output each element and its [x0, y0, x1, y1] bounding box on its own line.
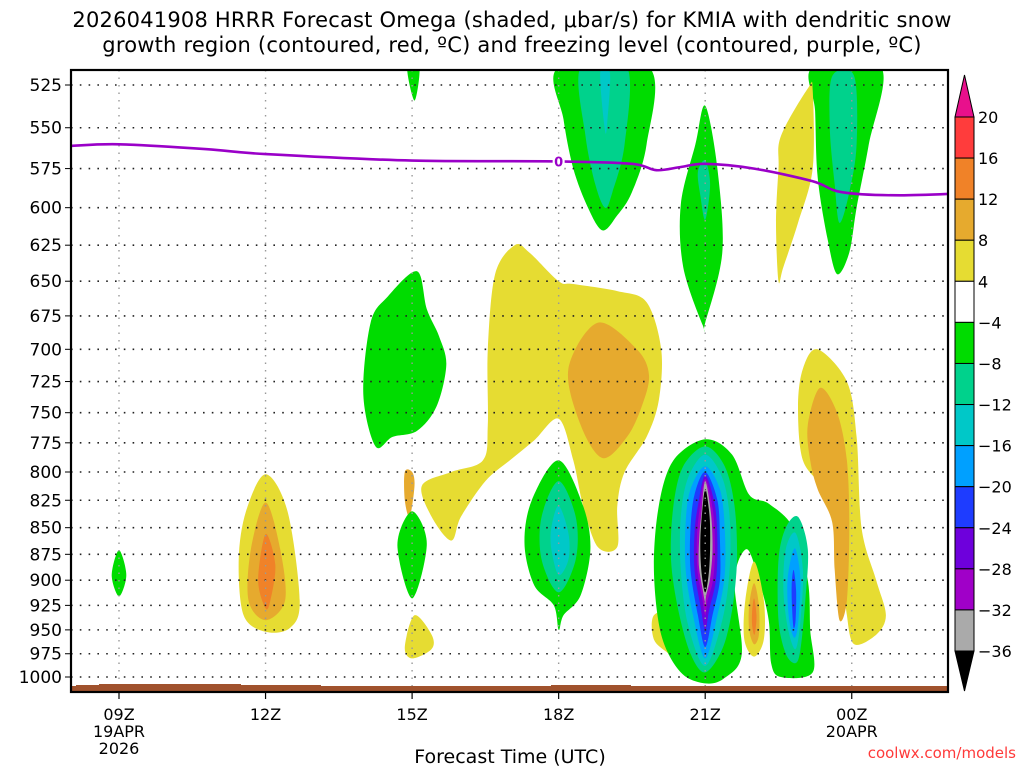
- grid-lines: [71, 70, 948, 692]
- x-tick-label: 12Z: [250, 705, 281, 724]
- x-tick-label: 21Z: [690, 705, 721, 724]
- chart-title-line-2: growth region (contoured, red, ºC) and f…: [102, 33, 922, 57]
- plot-frame: [69, 68, 950, 694]
- colorbar-bin: [954, 527, 975, 570]
- colorbar-bin: [954, 280, 975, 323]
- colorbar-tick-label: −28: [978, 560, 1012, 579]
- freezing-level-label-bg: [552, 153, 565, 170]
- y-tick-label: 925: [30, 596, 62, 616]
- colorbar-tick-label: −36: [978, 642, 1012, 661]
- omega-region-green-2045z: [679, 105, 723, 332]
- colorbar-bin: [954, 321, 975, 364]
- omega-region-yellow-1730z-big: [421, 244, 663, 552]
- omega-region-cyan-top-1830z: [600, 70, 611, 134]
- y-axis: 525 550 575 600 625 650 675 700 725 750 775 800 825 8…: [19, 76, 70, 688]
- y-tick-label: 1000: [19, 668, 62, 688]
- colorbar-tick-label: 12: [978, 190, 998, 209]
- omega-region-green-1430z: [363, 271, 447, 449]
- omega-region-cyan-18z: [550, 505, 570, 576]
- y-tick-label: 675: [30, 307, 62, 327]
- y-tick-label: 975: [30, 645, 62, 665]
- y-tick-label: 825: [30, 491, 62, 511]
- freezing-level-label: 0: [554, 155, 563, 170]
- y-tick-label: 550: [30, 119, 62, 139]
- x-axis-label: Forecast Time (UTC): [414, 746, 605, 768]
- colorbar-bin: [954, 198, 975, 241]
- omega-region-yellow-2245z-upper: [776, 81, 814, 284]
- x-tick-date: 19APR: [93, 722, 145, 741]
- y-tick-label: 700: [30, 340, 62, 360]
- colorbar-tick-label: −12: [978, 396, 1012, 415]
- y-tick-label: 650: [30, 272, 62, 292]
- colorbar-tick-label: −16: [978, 437, 1012, 456]
- colorbar-tick-label: −32: [978, 601, 1012, 620]
- omega-region-black-21z: [700, 489, 711, 593]
- y-tick-label: 625: [30, 236, 62, 256]
- y-tick-label: 750: [30, 404, 62, 424]
- omega-region-teal-21z-upper: [697, 160, 711, 221]
- y-tick-label: 900: [30, 571, 62, 591]
- colorbar-tick-label: −8: [978, 354, 1002, 373]
- source-credit: coolwx.com/models: [868, 744, 1016, 762]
- chart-title-line-1: 2026041908 HRRR Forecast Omega (shaded, …: [72, 8, 952, 32]
- colorbar-bin: [954, 239, 975, 282]
- colorbar-bin-overflow-low: [954, 650, 975, 692]
- x-tick-label: 00Z: [836, 705, 867, 724]
- freezing-level-line: [71, 142, 948, 197]
- surface-terrain: [71, 684, 948, 692]
- colorbar-tick-label: −20: [978, 478, 1012, 497]
- colorbar-bin: [954, 486, 975, 529]
- ground-surface: [71, 684, 948, 692]
- colorbar-bin: [954, 116, 975, 159]
- y-tick-label: 775: [30, 434, 62, 454]
- y-tick-label: 575: [30, 160, 62, 180]
- x-tick-label: 15Z: [396, 705, 427, 724]
- x-tick-year: 2026: [99, 739, 140, 758]
- omega-region-orange-1830z-upper: [567, 322, 650, 459]
- plot-border: [69, 68, 950, 694]
- colorbar-bin: [954, 404, 975, 447]
- y-tick-label: 875: [30, 545, 62, 565]
- colorbar-bin-overflow-high: [954, 74, 975, 118]
- x-tick-label: 09Z: [103, 705, 134, 724]
- colorbar: 20 16 12 8 4 −4 −8 −12 −16 −20 −24 −28 −32 −36: [954, 74, 1012, 692]
- omega-region-dkorange-2245z-low: [751, 598, 757, 635]
- omega-region-blue-2345z-low: [791, 569, 797, 629]
- colorbar-bin: [954, 362, 975, 406]
- omega-region-green-top-14z: [407, 70, 420, 101]
- y-tick-label: 725: [30, 373, 62, 393]
- omega-region-green-15z: [397, 511, 427, 599]
- colorbar-tick-label: 8: [978, 231, 988, 250]
- omega-region-teal-top-1830z: [578, 70, 631, 208]
- y-tick-label: 525: [30, 76, 62, 96]
- x-tick-label: 18Z: [543, 705, 574, 724]
- omega-shading: [111, 70, 886, 684]
- omega-region-dkorange-12z: [258, 533, 276, 610]
- colorbar-bin: [954, 609, 975, 652]
- colorbar-bin: [954, 157, 975, 200]
- colorbar-bin: [954, 568, 975, 611]
- y-tick-label: 950: [30, 621, 62, 641]
- colorbar-tick-label: −4: [978, 313, 1002, 332]
- y-tick-label: 800: [30, 463, 62, 483]
- freezing-level-contour: 0: [71, 142, 948, 197]
- omega-region-orange-2330z-right: [807, 387, 850, 622]
- colorbar-tick-label: −24: [978, 519, 1012, 538]
- x-tick-date: 20APR: [826, 722, 878, 741]
- omega-region-teal-2345z: [829, 70, 858, 223]
- colorbar-tick-label: 16: [978, 149, 998, 168]
- colorbar-bin: [954, 445, 975, 488]
- colorbar-tick-label: 4: [978, 272, 988, 291]
- colorbar-tick-label: 20: [978, 108, 998, 127]
- y-tick-label: 850: [30, 519, 62, 539]
- y-tick-label: 600: [30, 199, 62, 219]
